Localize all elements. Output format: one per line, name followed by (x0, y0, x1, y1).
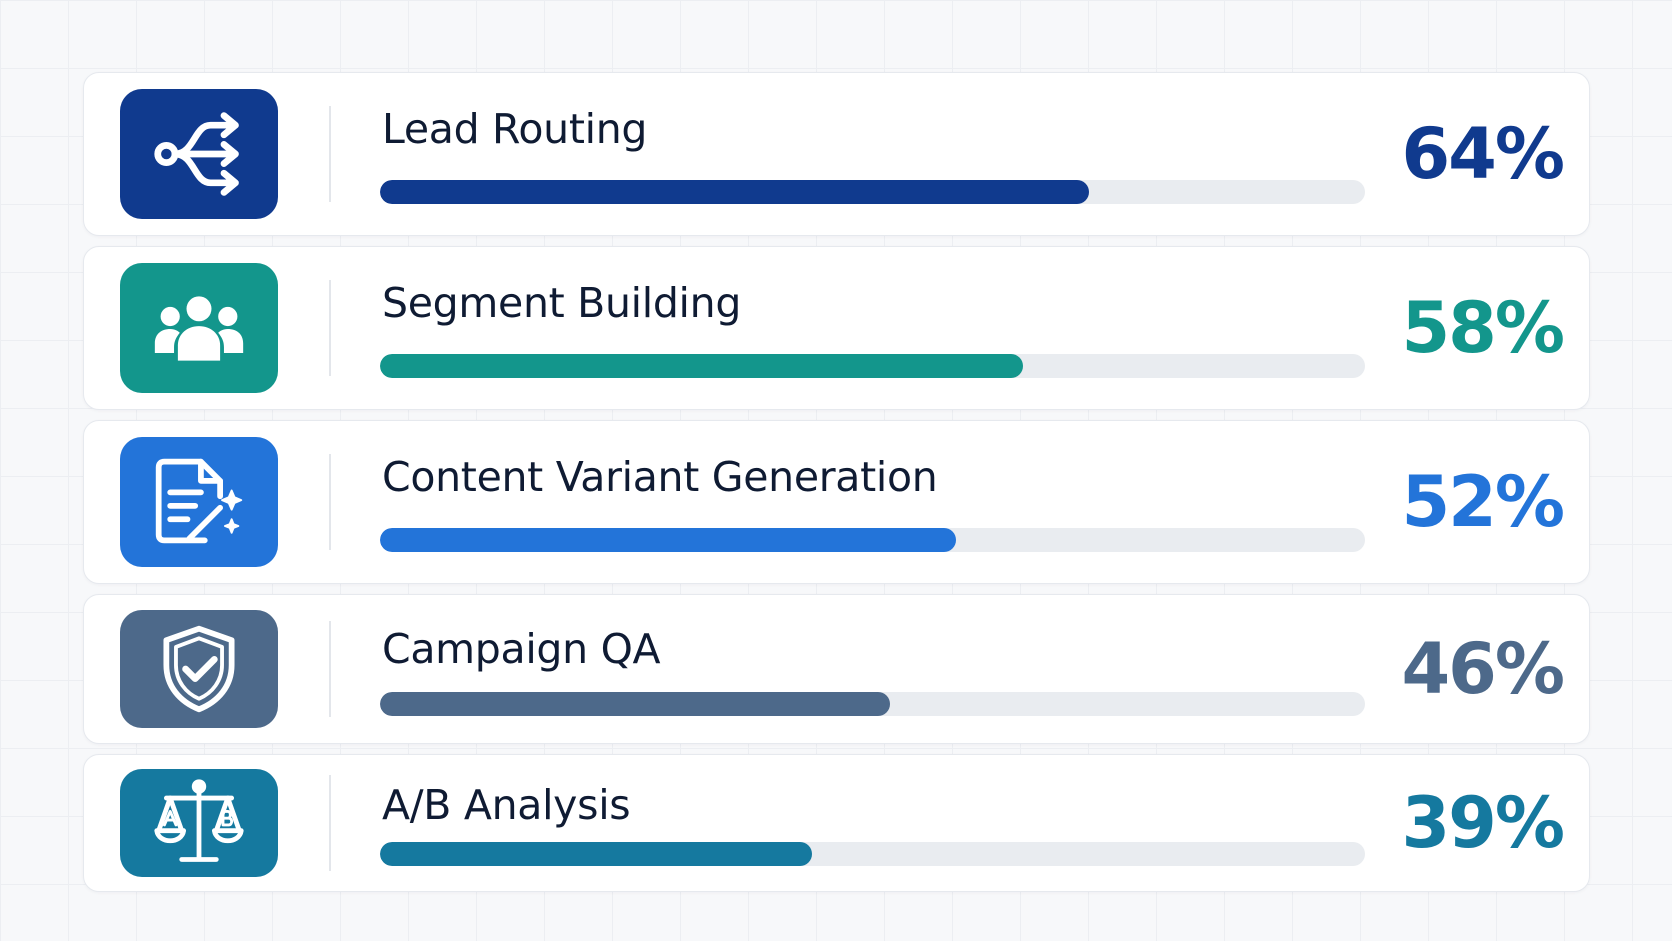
row-divider (329, 621, 331, 717)
row-divider (329, 775, 331, 871)
bar-label: Campaign QA (382, 625, 661, 673)
value-label: 58% (1401, 287, 1565, 369)
icon-tile (120, 769, 278, 877)
row-divider (329, 454, 331, 550)
people-group-icon (154, 296, 244, 361)
bar-label: Segment Building (382, 279, 742, 327)
chart-row-ab-analysis: A/B Analysis 39% (83, 754, 1590, 892)
icon-tile (120, 89, 278, 219)
icon-tile (120, 263, 278, 393)
value-label: 39% (1401, 782, 1565, 864)
bar (380, 180, 1090, 204)
value-label: 64% (1401, 113, 1565, 195)
value-label: 52% (1401, 461, 1565, 543)
document-wand-icon (155, 458, 243, 544)
row-divider (329, 280, 331, 376)
chart-row-segment-building: Segment Building 58% (83, 246, 1590, 410)
bar-label: Lead Routing (382, 105, 648, 153)
row-divider (329, 106, 331, 202)
branching-arrows-icon (154, 112, 239, 196)
adoption-bar-chart: Lead Routing 64% Segment Building 58% (83, 72, 1590, 892)
chart-row-content-variant-generation: Content Variant Generation 52% (83, 420, 1590, 584)
icon-tile (120, 437, 278, 567)
bar-label: A/B Analysis (382, 781, 631, 829)
scales-ab-icon (154, 779, 244, 862)
bar-track (380, 180, 1365, 204)
bar (380, 842, 813, 866)
bar (380, 354, 1023, 378)
bar-track (380, 842, 1365, 866)
bar-label: Content Variant Generation (382, 453, 938, 501)
chart-row-campaign-qa: Campaign QA 46% (83, 594, 1590, 744)
bar (380, 692, 890, 716)
bar (380, 528, 957, 552)
bar-track (380, 528, 1365, 552)
shield-check-icon (163, 625, 235, 713)
bar-track (380, 354, 1365, 378)
chart-row-lead-routing: Lead Routing 64% (83, 72, 1590, 236)
icon-tile (120, 610, 278, 728)
value-label: 46% (1401, 628, 1565, 710)
bar-track (380, 692, 1365, 716)
